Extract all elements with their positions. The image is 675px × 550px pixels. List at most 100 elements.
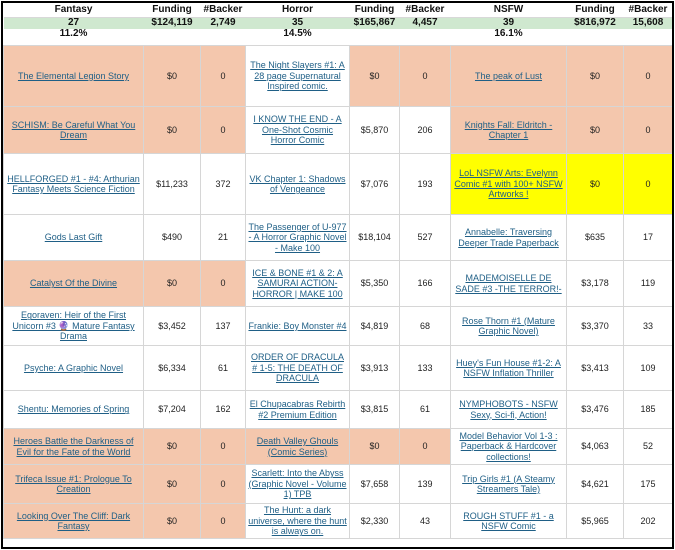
nsfw-backers-cell: 119 — [623, 260, 672, 307]
horror-campaign-link[interactable]: ORDER OF DRACULA # 1-5: THE DEATH OF DRA… — [245, 345, 350, 391]
nsfw-campaign-link[interactable]: Huey's Fun House #1-2: A NSFW Inflation … — [450, 345, 567, 391]
table-row: Trifeca Issue #1: Prologue To Creation $… — [3, 464, 672, 504]
horror-backers-cell: 68 — [399, 306, 451, 346]
horror-percent: 14.5% — [283, 29, 312, 40]
horror-funding-cell: $3,913 — [349, 345, 400, 391]
header-row: Fantasy Funding #Backer Horror Funding #… — [4, 3, 673, 18]
horror-backers-cell: 139 — [399, 464, 451, 504]
fantasy-campaign-link[interactable]: SCHISM: Be Careful What You Dream — [3, 106, 144, 154]
fantasy-backers-cell: 0 — [200, 428, 246, 465]
fantasy-backers-cell: 21 — [200, 214, 246, 261]
table-row: Looking Over The Cliff: Dark Fantasy $0 … — [3, 503, 672, 539]
horror-campaign-link[interactable]: The Hunt: a dark universe, where the hun… — [245, 503, 350, 539]
horror-backers-cell: 527 — [399, 214, 451, 261]
fantasy-campaign-link[interactable]: Trifeca Issue #1: Prologue To Creation — [3, 464, 144, 504]
nsfw-campaign-link[interactable]: Annabelle: Traversing Deeper Trade Paper… — [450, 214, 567, 261]
horror-funding-cell: $4,819 — [349, 306, 400, 346]
nsfw-funding-cell: $4,621 — [566, 464, 624, 504]
horror-campaign-link[interactable]: The Passenger of U-977 - A Horror Graphi… — [245, 214, 350, 261]
fantasy-campaign-link[interactable]: Psyche: A Graphic Novel — [3, 345, 144, 391]
horror-campaign-link[interactable]: VK Chapter 1: Shadows of Vengeance — [245, 153, 350, 215]
fantasy-backers-cell: 0 — [200, 503, 246, 539]
horror-funding-cell: $7,076 — [349, 153, 400, 215]
fantasy-backers-cell: 372 — [200, 153, 246, 215]
horror-funding-cell: $5,870 — [349, 106, 400, 154]
nsfw-campaign-link[interactable]: ROUGH STUFF #1 - a NSFW Comic — [450, 503, 567, 539]
horror-backers-cell: 0 — [399, 428, 451, 465]
fantasy-campaign-link[interactable]: Catalyst Of the Divine — [3, 260, 144, 307]
fantasy-total-backers: 2,749 — [200, 17, 246, 29]
fantasy-funding-header: Funding — [152, 3, 192, 15]
fantasy-backers-cell: 0 — [200, 106, 246, 154]
nsfw-header: NSFW — [493, 3, 524, 15]
horror-backers-cell: 0 — [399, 45, 451, 107]
fantasy-campaign-link[interactable]: Heroes Battle the Darkness of Evil for t… — [3, 428, 144, 465]
horror-campaign-link[interactable]: ICE & BONE #1 & 2: A SAMURAI ACTION-HORR… — [245, 260, 350, 307]
fantasy-campaign-link[interactable]: Shentu: Memories of Spring — [3, 390, 144, 429]
nsfw-campaign-link[interactable]: Knights Fall: Eldritch - Chapter 1 — [450, 106, 567, 154]
horror-count: 35 — [245, 17, 350, 29]
horror-funding-cell: $0 — [349, 45, 400, 107]
fantasy-backer-header: #Backer — [203, 3, 243, 15]
horror-backer-header: #Backer — [405, 3, 445, 15]
table-row: HELLFORGED #1 - #4: Arthurian Fantasy Me… — [3, 153, 672, 215]
fantasy-header: Fantasy — [54, 3, 93, 15]
nsfw-campaign-link[interactable]: Rose Thorn #1 (Mature Graphic Novel) — [450, 306, 567, 346]
nsfw-funding-header: Funding — [575, 3, 615, 15]
horror-backers-cell: 61 — [399, 390, 451, 429]
table-row: Catalyst Of the Divine $0 0 ICE & BONE #… — [3, 260, 672, 307]
nsfw-backer-header: #Backer — [628, 3, 668, 15]
nsfw-campaign-link[interactable]: LoL NSFW Arts: Evelynn Comic #1 with 100… — [450, 153, 567, 215]
fantasy-campaign-link[interactable]: HELLFORGED #1 - #4: Arthurian Fantasy Me… — [3, 153, 144, 215]
table-row: SCHISM: Be Careful What You Dream $0 0 I… — [3, 106, 672, 154]
nsfw-campaign-link[interactable]: Model Behavior Vol 1-3 : Paperback & Har… — [450, 428, 567, 465]
horror-campaign-link[interactable]: The Night Slayers #1: A 28 page Supernat… — [245, 45, 350, 107]
fantasy-backers-cell: 162 — [200, 390, 246, 429]
nsfw-backers-cell: 0 — [623, 106, 672, 154]
nsfw-funding-cell: $5,965 — [566, 503, 624, 539]
horror-backers-cell: 133 — [399, 345, 451, 391]
nsfw-campaign-link[interactable]: Trip Girls #1 (A Steamy Streamers Tale) — [450, 464, 567, 504]
fantasy-funding-cell: $0 — [143, 106, 201, 154]
nsfw-funding-cell: $635 — [566, 214, 624, 261]
nsfw-total-funding: $816,972 — [566, 17, 624, 29]
fantasy-campaign-link[interactable]: Gods Last Gift — [3, 214, 144, 261]
fantasy-campaign-link[interactable]: Looking Over The Cliff: Dark Fantasy — [3, 503, 144, 539]
horror-campaign-link[interactable]: I KNOW THE END - A One-Shot Cosmic Horro… — [245, 106, 350, 154]
nsfw-backers-cell: 33 — [623, 306, 672, 346]
table-row: Psyche: A Graphic Novel $6,334 61 ORDER … — [3, 345, 672, 391]
nsfw-funding-cell: $0 — [566, 153, 624, 215]
nsfw-campaign-link[interactable]: The peak of Lust — [450, 45, 567, 107]
fantasy-campaign-link[interactable]: The Elemental Legion Story — [3, 45, 144, 107]
nsfw-backers-cell: 175 — [623, 464, 672, 504]
fantasy-funding-cell: $0 — [143, 503, 201, 539]
horror-campaign-link[interactable]: Scarlett: Into the Abyss (Graphic Novel … — [245, 464, 350, 504]
totals-row: 27 $124,119 2,749 35 $165,867 4,457 39 $… — [3, 17, 672, 29]
nsfw-count: 39 — [450, 17, 567, 29]
horror-campaign-link[interactable]: Death Valley Ghouls (Comic Series) — [245, 428, 350, 465]
nsfw-campaign-link[interactable]: MADEMOISELLE DE SADE #3 -THE TERROR!- — [450, 260, 567, 307]
horror-funding-cell: $0 — [349, 428, 400, 465]
nsfw-funding-cell: $3,413 — [566, 345, 624, 391]
nsfw-total-backers: 15,608 — [623, 17, 672, 29]
fantasy-funding-cell: $6,334 — [143, 345, 201, 391]
nsfw-funding-cell: $4,063 — [566, 428, 624, 465]
table-row: Heroes Battle the Darkness of Evil for t… — [3, 428, 672, 465]
fantasy-funding-cell: $0 — [143, 45, 201, 107]
horror-campaign-link[interactable]: Frankie: Boy Monster #4 — [245, 306, 350, 346]
horror-funding-cell: $7,658 — [349, 464, 400, 504]
fantasy-campaign-link[interactable]: Egoraven: Heir of the First Unicorn #3 🔮… — [3, 306, 144, 346]
nsfw-campaign-link[interactable]: NYMPHOBOTS - NSFW Sexy, Sci-fi, Action! — [450, 390, 567, 429]
fantasy-funding-cell: $490 — [143, 214, 201, 261]
horror-campaign-link[interactable]: El Chupacabras Rebirth #2 Premium Editio… — [245, 390, 350, 429]
nsfw-backers-cell: 17 — [623, 214, 672, 261]
horror-backers-cell: 193 — [399, 153, 451, 215]
fantasy-funding-cell: $7,204 — [143, 390, 201, 429]
nsfw-funding-cell: $0 — [566, 45, 624, 107]
fantasy-backers-cell: 0 — [200, 464, 246, 504]
fantasy-total-funding: $124,119 — [143, 17, 201, 29]
nsfw-funding-cell: $3,370 — [566, 306, 624, 346]
fantasy-funding-cell: $3,452 — [143, 306, 201, 346]
fantasy-funding-cell: $11,233 — [143, 153, 201, 215]
